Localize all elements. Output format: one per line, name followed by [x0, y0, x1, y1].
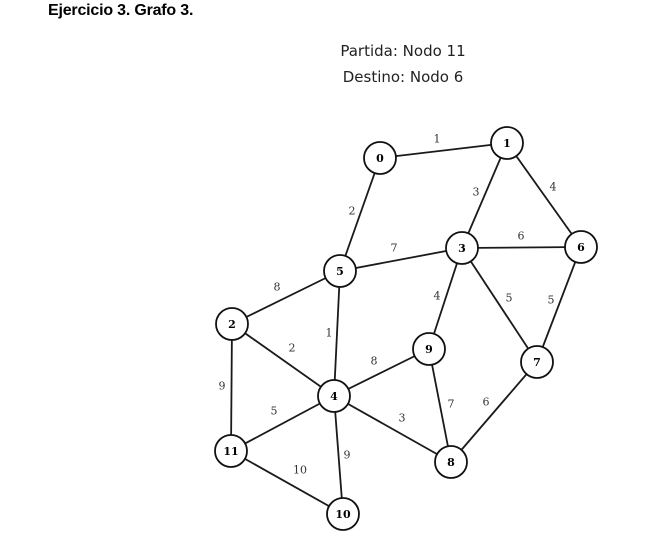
node-label: 6: [577, 241, 585, 254]
edge-weight-7-8: 6: [483, 396, 490, 409]
end-node-label: Destino: Nodo 6: [342, 68, 464, 86]
edge-weight-4-9: 8: [371, 355, 378, 368]
edge-5-2: [231, 270, 341, 325]
edge-weight-0-5: 2: [349, 205, 356, 218]
edges-layer: [230, 142, 582, 515]
edge-4-9: [333, 348, 430, 397]
edge-weight-3-6: 6: [518, 230, 525, 243]
page-title: Ejercicio 3. Grafo 3.: [48, 2, 194, 19]
node-label: 0: [376, 152, 384, 165]
node-label: 10: [335, 508, 351, 521]
node-label: 11: [223, 445, 238, 458]
edge-3-7: [461, 247, 538, 363]
edge-weight-1-3: 3: [473, 186, 480, 199]
edge-weight-5-3: 7: [391, 242, 398, 255]
edge-weight-1-6: 4: [550, 181, 557, 194]
edge-weight-9-8: 7: [448, 398, 455, 411]
node-label: 3: [458, 242, 466, 255]
node-circle: [520, 345, 554, 379]
edge-4-8: [333, 395, 452, 463]
edge-11-10: [230, 450, 344, 515]
node-circle: [326, 497, 360, 531]
node-label: 5: [336, 265, 344, 278]
edge-weight-4-11: 5: [271, 405, 278, 418]
graph-node-1: 1: [490, 126, 524, 160]
edge-weight-3-9: 4: [434, 290, 441, 303]
node-circle: [363, 141, 397, 175]
graph-node-10: 10: [326, 497, 360, 531]
edge-4-10: [333, 395, 344, 515]
edge-2-11: [230, 323, 233, 452]
edge-0-5: [339, 157, 381, 272]
edge-1-6: [506, 142, 582, 248]
node-circle: [434, 445, 468, 479]
edge-9-8: [428, 348, 452, 463]
node-circle: [323, 254, 357, 288]
edge-weight-2-11: 9: [219, 380, 226, 393]
node-circle: [214, 434, 248, 468]
node-circle: [412, 332, 446, 366]
edge-1-3: [461, 142, 508, 249]
graph-node-6: 6: [564, 230, 598, 264]
edge-5-3: [339, 247, 463, 272]
node-label: 2: [228, 318, 236, 331]
node-circle: [317, 379, 351, 413]
graph-node-3: 3: [445, 231, 479, 265]
edge-weight-11-10: 10: [293, 464, 307, 477]
graph-node-11: 11: [214, 434, 248, 468]
start-node-label: Partida: Nodo 11: [340, 42, 466, 60]
node-label: 8: [447, 456, 455, 469]
edge-weight-2-4: 2: [289, 342, 296, 355]
edge-5-4: [333, 270, 341, 397]
graph-node-5: 5: [323, 254, 357, 288]
node-circle: [490, 126, 524, 160]
node-circle: [445, 231, 479, 265]
graph-node-0: 0: [363, 141, 397, 175]
node-circle: [215, 307, 249, 341]
graph-node-4: 4: [317, 379, 351, 413]
edge-weight-0-1: 1: [434, 133, 441, 146]
edge-weight-6-7: 5: [548, 294, 555, 307]
node-label: 4: [330, 390, 338, 403]
edge-4-11: [230, 395, 335, 452]
edge-weight-4-10: 9: [344, 449, 351, 462]
edge-2-4: [231, 323, 335, 397]
node-circle: [564, 230, 598, 264]
edge-3-9: [428, 247, 463, 350]
edge-weight-4-8: 3: [399, 412, 406, 425]
edge-3-6: [461, 246, 582, 249]
node-label: 9: [425, 343, 433, 356]
edge-weight-5-2: 8: [274, 281, 281, 294]
edge-weight-5-4: 1: [326, 327, 333, 340]
graph-node-7: 7: [520, 345, 554, 379]
edge-0-1: [379, 142, 508, 159]
edge-6-7: [536, 246, 582, 363]
edge-weight-3-7: 5: [506, 292, 513, 305]
node-label: 7: [533, 356, 541, 369]
graph-node-2: 2: [215, 307, 249, 341]
graph-node-8: 8: [434, 445, 468, 479]
node-label: 1: [503, 137, 511, 150]
edge-7-8: [450, 361, 538, 463]
graph-node-9: 9: [412, 332, 446, 366]
